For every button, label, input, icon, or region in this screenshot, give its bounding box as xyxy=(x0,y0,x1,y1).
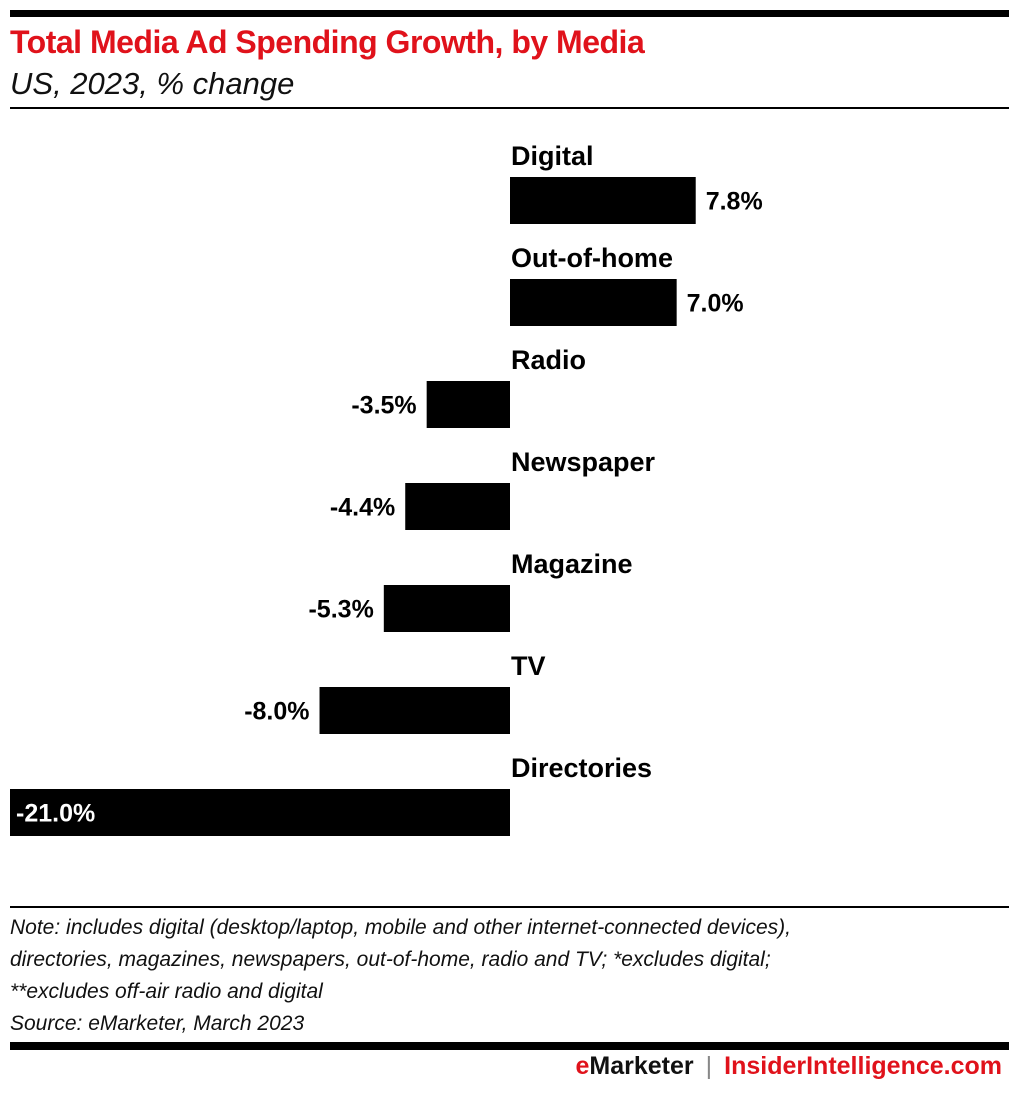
category-label: Magazine xyxy=(511,549,633,579)
data-label: 7.0% xyxy=(687,290,744,318)
footer-rule xyxy=(10,1042,1009,1050)
category-label: Radio xyxy=(511,345,586,375)
brand-e: e xyxy=(575,1052,590,1080)
bar xyxy=(405,483,510,530)
data-label: -3.5% xyxy=(351,392,416,420)
data-label: -21.0% xyxy=(16,800,95,828)
notes-rule xyxy=(10,906,1009,908)
category-label: Directories xyxy=(511,753,652,783)
chart-title: Total Media Ad Spending Growth, by Media xyxy=(10,24,645,60)
footer-site-link[interactable]: InsiderIntelligence.com xyxy=(724,1052,1002,1080)
note-line: Note: includes digital (desktop/laptop, … xyxy=(10,916,791,939)
data-label: -4.4% xyxy=(330,494,395,522)
note-line: **excludes off-air radio and digital xyxy=(10,980,323,1003)
category-label: Out-of-home xyxy=(511,243,673,273)
category-label: TV xyxy=(511,651,546,681)
bar-chart: Digital 7.8% Out-of-home 7.0% Radio -3.5% News… xyxy=(10,141,763,836)
category-label: Digital xyxy=(511,141,594,171)
data-label: -5.3% xyxy=(308,596,373,624)
header-rule xyxy=(10,107,1009,109)
footer-separator: | xyxy=(705,1052,713,1080)
source-line: Source: eMarketer, March 2023 xyxy=(10,1012,305,1035)
footer: eMarketer | InsiderIntelligence.com xyxy=(576,1052,1003,1081)
bar xyxy=(383,585,510,632)
bar xyxy=(510,279,677,326)
notes: Note: includes digital (desktop/laptop, … xyxy=(10,912,791,1040)
category-label: Newspaper xyxy=(511,447,656,477)
data-label: -8.0% xyxy=(244,698,309,726)
brand-marketer: Marketer xyxy=(589,1052,694,1080)
top-rule xyxy=(10,10,1009,17)
bar xyxy=(319,687,510,734)
data-label: 7.8% xyxy=(706,188,763,216)
bar xyxy=(510,177,696,224)
bar xyxy=(10,789,510,836)
chart-subtitle: US, 2023, % change xyxy=(10,66,295,101)
note-line: directories, magazines, newspapers, out-… xyxy=(10,948,771,971)
bar xyxy=(426,381,510,428)
